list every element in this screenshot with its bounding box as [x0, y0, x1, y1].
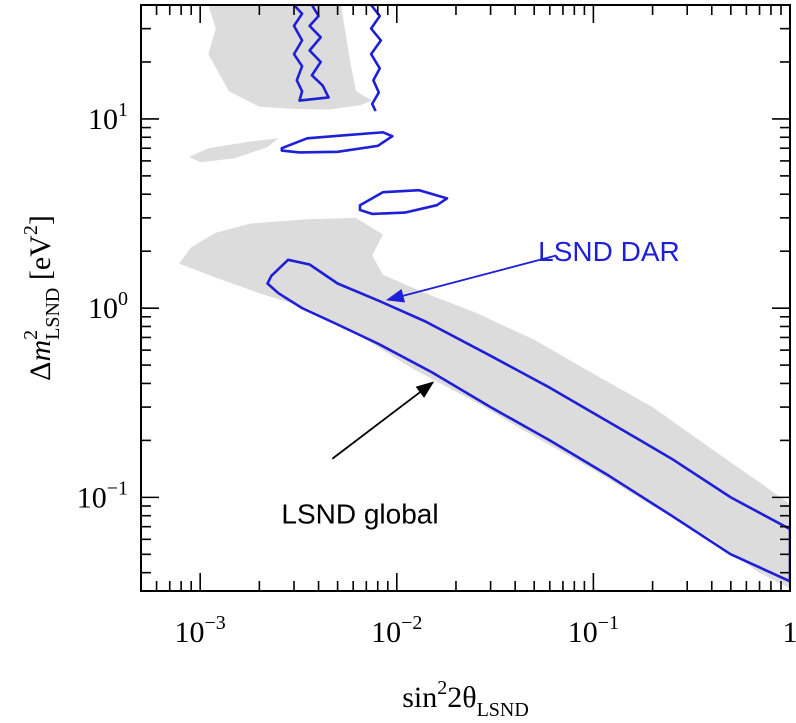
y-tick-label: 10−1	[77, 477, 128, 514]
x-tick-label: 10−3	[175, 612, 226, 649]
plot-region	[179, 5, 790, 589]
lsnd-global-arrowhead	[415, 381, 435, 398]
axes-box	[140, 4, 791, 592]
lsnd-dar-arrowhead	[385, 288, 406, 303]
lsnd-global-region-2	[189, 138, 279, 163]
x-tick-label: 1	[783, 616, 796, 649]
y-axis-title: Δm2LSND [eV2]	[20, 215, 64, 381]
lsnd-global-region-3	[208, 5, 373, 110]
axis-labels: 10−3 10−2 10−1 1 10−1 100 101 sin22θLSND Δm2LSND…	[20, 99, 796, 721]
x-axis-title: sin22θLSND	[402, 677, 529, 721]
lsnd-global-arrow	[331, 391, 421, 460]
axis-ticks	[140, 4, 791, 591]
lsnd-dar-contour-1	[266, 258, 790, 583]
annotations: LSND DAR LSND global	[281, 236, 679, 529]
lsnd-dar-label: LSND DAR	[538, 236, 680, 267]
y-tick-label: 100	[88, 288, 128, 325]
lsnd-dar-contour-2	[280, 131, 394, 154]
x-tick-label: 10−2	[371, 612, 422, 649]
lsnd-dar-open-contour-1	[292, 5, 330, 102]
x-tick-label: 10−1	[568, 612, 619, 649]
lsnd-dar-open-contour-2	[369, 5, 383, 112]
y-tick-label: 101	[88, 99, 128, 136]
lsnd-global-label: LSND global	[281, 499, 438, 530]
plot-frame	[140, 4, 791, 592]
lsnd-dar-contour-3	[358, 188, 449, 216]
lsnd-dar-arrow	[403, 254, 557, 297]
